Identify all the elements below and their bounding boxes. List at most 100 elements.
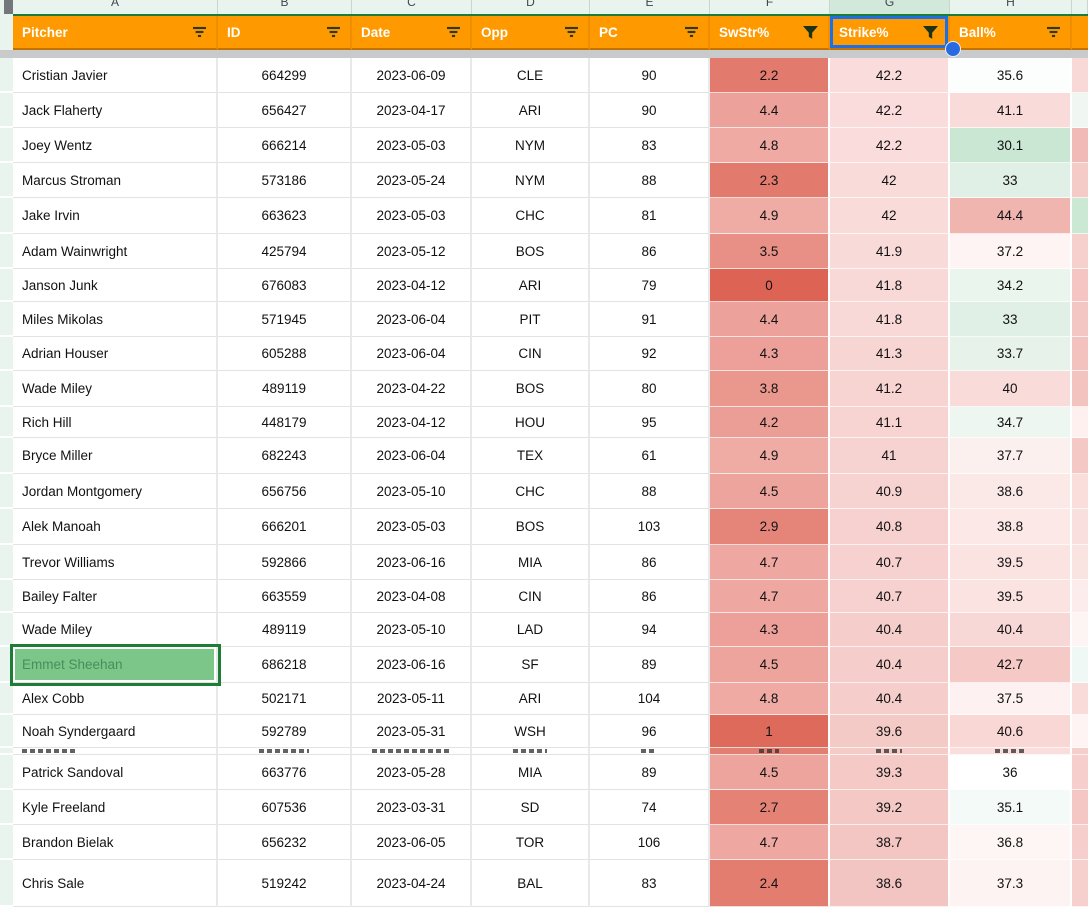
row-header[interactable] xyxy=(0,647,13,683)
cell-pitcher[interactable]: Miles Mikolas xyxy=(13,302,218,337)
cell-pc[interactable]: 89 xyxy=(590,755,710,790)
cell-opp[interactable]: NYM xyxy=(472,128,590,163)
filter-lines-icon[interactable] xyxy=(326,26,341,39)
column-letter-D[interactable]: D xyxy=(472,0,590,14)
cell-pc[interactable]: 90 xyxy=(590,58,710,93)
cell-strike[interactable]: 39.6 xyxy=(830,715,950,748)
cell-ball[interactable]: 37.5 xyxy=(950,683,1072,715)
cell-strike[interactable]: 38.7 xyxy=(830,825,950,860)
hidden-row-cell[interactable] xyxy=(1072,748,1088,755)
cell-swstr[interactable]: 4.3 xyxy=(710,613,830,647)
row-header[interactable] xyxy=(0,790,13,825)
cell-date[interactable]: 2023-05-10 xyxy=(352,474,472,509)
cell-ball[interactable]: 34.2 xyxy=(950,269,1072,302)
hidden-row-sliver[interactable] xyxy=(13,748,1088,755)
cell-id[interactable]: 502171 xyxy=(218,683,352,715)
cell-ball[interactable]: 30.1 xyxy=(950,128,1072,163)
cell-date[interactable]: 2023-04-17 xyxy=(352,93,472,128)
cell-pc[interactable]: 96 xyxy=(590,715,710,748)
cell-id[interactable]: 656427 xyxy=(218,93,352,128)
cell-pitcher[interactable]: Rich Hill xyxy=(13,407,218,438)
cell-partial-column[interactable] xyxy=(1072,613,1088,647)
cell-pc[interactable]: 95 xyxy=(590,407,710,438)
cell-partial-column[interactable] xyxy=(1072,337,1088,371)
column-letter-F[interactable]: F xyxy=(710,0,830,14)
cell-partial-column[interactable] xyxy=(1072,269,1088,302)
cell-partial-column[interactable] xyxy=(1072,371,1088,407)
cell-pitcher[interactable]: Jack Flaherty xyxy=(13,93,218,128)
cell-date[interactable]: 2023-05-12 xyxy=(352,234,472,269)
cell-swstr[interactable]: 4.9 xyxy=(710,198,830,234)
cell-strike[interactable]: 39.2 xyxy=(830,790,950,825)
cell-pitcher[interactable]: Bailey Falter xyxy=(13,580,218,613)
row-header[interactable] xyxy=(0,337,13,371)
cell-strike[interactable]: 40.4 xyxy=(830,683,950,715)
cell-opp[interactable]: BOS xyxy=(472,234,590,269)
column-letter-B[interactable]: B xyxy=(218,0,352,14)
cell-swstr[interactable]: 3.8 xyxy=(710,371,830,407)
cell-ball[interactable]: 35.6 xyxy=(950,58,1072,93)
filter-lines-icon[interactable] xyxy=(1046,26,1061,39)
cell-swstr[interactable]: 4.7 xyxy=(710,580,830,613)
cell-id[interactable]: 663776 xyxy=(218,755,352,790)
cell-opp[interactable]: CHC xyxy=(472,474,590,509)
cell-id[interactable]: 656232 xyxy=(218,825,352,860)
cell-strike[interactable]: 41.1 xyxy=(830,407,950,438)
cell-ball[interactable]: 36.8 xyxy=(950,825,1072,860)
cell-strike[interactable]: 41.2 xyxy=(830,371,950,407)
cell-opp[interactable]: TOR xyxy=(472,825,590,860)
cell-pitcher[interactable]: Alex Cobb xyxy=(13,683,218,715)
hidden-row-cell[interactable] xyxy=(472,748,590,755)
cell-pitcher[interactable]: Adam Wainwright xyxy=(13,234,218,269)
cell-pitcher[interactable]: Kyle Freeland xyxy=(13,790,218,825)
cell-opp[interactable]: CIN xyxy=(472,337,590,371)
cell-id[interactable]: 664299 xyxy=(218,58,352,93)
cell-pitcher[interactable]: Janson Junk xyxy=(13,269,218,302)
cell-id[interactable]: 656756 xyxy=(218,474,352,509)
cell-ball[interactable]: 39.5 xyxy=(950,545,1072,580)
hidden-row-cell[interactable] xyxy=(218,748,352,755)
row-header[interactable] xyxy=(0,269,13,302)
cell-partial-column[interactable] xyxy=(1072,580,1088,613)
cell-strike[interactable]: 41.8 xyxy=(830,302,950,337)
cell-date[interactable]: 2023-04-24 xyxy=(352,860,472,907)
column-letter-G[interactable]: G xyxy=(830,0,950,14)
cell-strike[interactable]: 41.3 xyxy=(830,337,950,371)
cell-ball[interactable]: 44.4 xyxy=(950,198,1072,234)
cell-opp[interactable]: HOU xyxy=(472,407,590,438)
cell-pitcher[interactable]: Emmet Sheehan xyxy=(10,644,221,686)
cell-id[interactable]: 489119 xyxy=(218,371,352,407)
cell-date[interactable]: 2023-06-05 xyxy=(352,825,472,860)
cell-partial-column[interactable] xyxy=(1072,198,1088,234)
hidden-row-cell[interactable] xyxy=(710,748,830,755)
cell-pitcher[interactable]: Cristian Javier xyxy=(13,58,218,93)
cell-id[interactable]: 573186 xyxy=(218,163,352,198)
cell-swstr[interactable]: 4.8 xyxy=(710,683,830,715)
row-header[interactable] xyxy=(0,683,13,715)
cell-pitcher[interactable]: Marcus Stroman xyxy=(13,163,218,198)
cell-date[interactable]: 2023-05-31 xyxy=(352,715,472,748)
row-header[interactable] xyxy=(0,715,13,748)
cell-opp[interactable]: TEX xyxy=(472,438,590,474)
cell-date[interactable]: 2023-06-16 xyxy=(352,545,472,580)
filter-lines-icon[interactable] xyxy=(446,26,461,39)
cell-date[interactable]: 2023-05-03 xyxy=(352,128,472,163)
cell-ball[interactable]: 33 xyxy=(950,163,1072,198)
cell-ball[interactable]: 39.5 xyxy=(950,580,1072,613)
row-header[interactable] xyxy=(0,234,13,269)
cell-opp[interactable]: SF xyxy=(472,647,590,683)
cell-date[interactable]: 2023-04-22 xyxy=(352,371,472,407)
cell-date[interactable]: 2023-05-28 xyxy=(352,755,472,790)
cell-pc[interactable]: 79 xyxy=(590,269,710,302)
cell-swstr[interactable]: 4.9 xyxy=(710,438,830,474)
cell-pc[interactable]: 91 xyxy=(590,302,710,337)
cell-opp[interactable]: CLE xyxy=(472,58,590,93)
cell-swstr[interactable]: 4.7 xyxy=(710,825,830,860)
cell-ball[interactable]: 41.1 xyxy=(950,93,1072,128)
cell-strike[interactable]: 40.4 xyxy=(830,613,950,647)
cell-swstr[interactable]: 0 xyxy=(710,269,830,302)
cell-date[interactable]: 2023-05-03 xyxy=(352,198,472,234)
cell-strike[interactable]: 40.8 xyxy=(830,509,950,545)
cell-opp[interactable]: MIA xyxy=(472,545,590,580)
cell-id[interactable]: 676083 xyxy=(218,269,352,302)
